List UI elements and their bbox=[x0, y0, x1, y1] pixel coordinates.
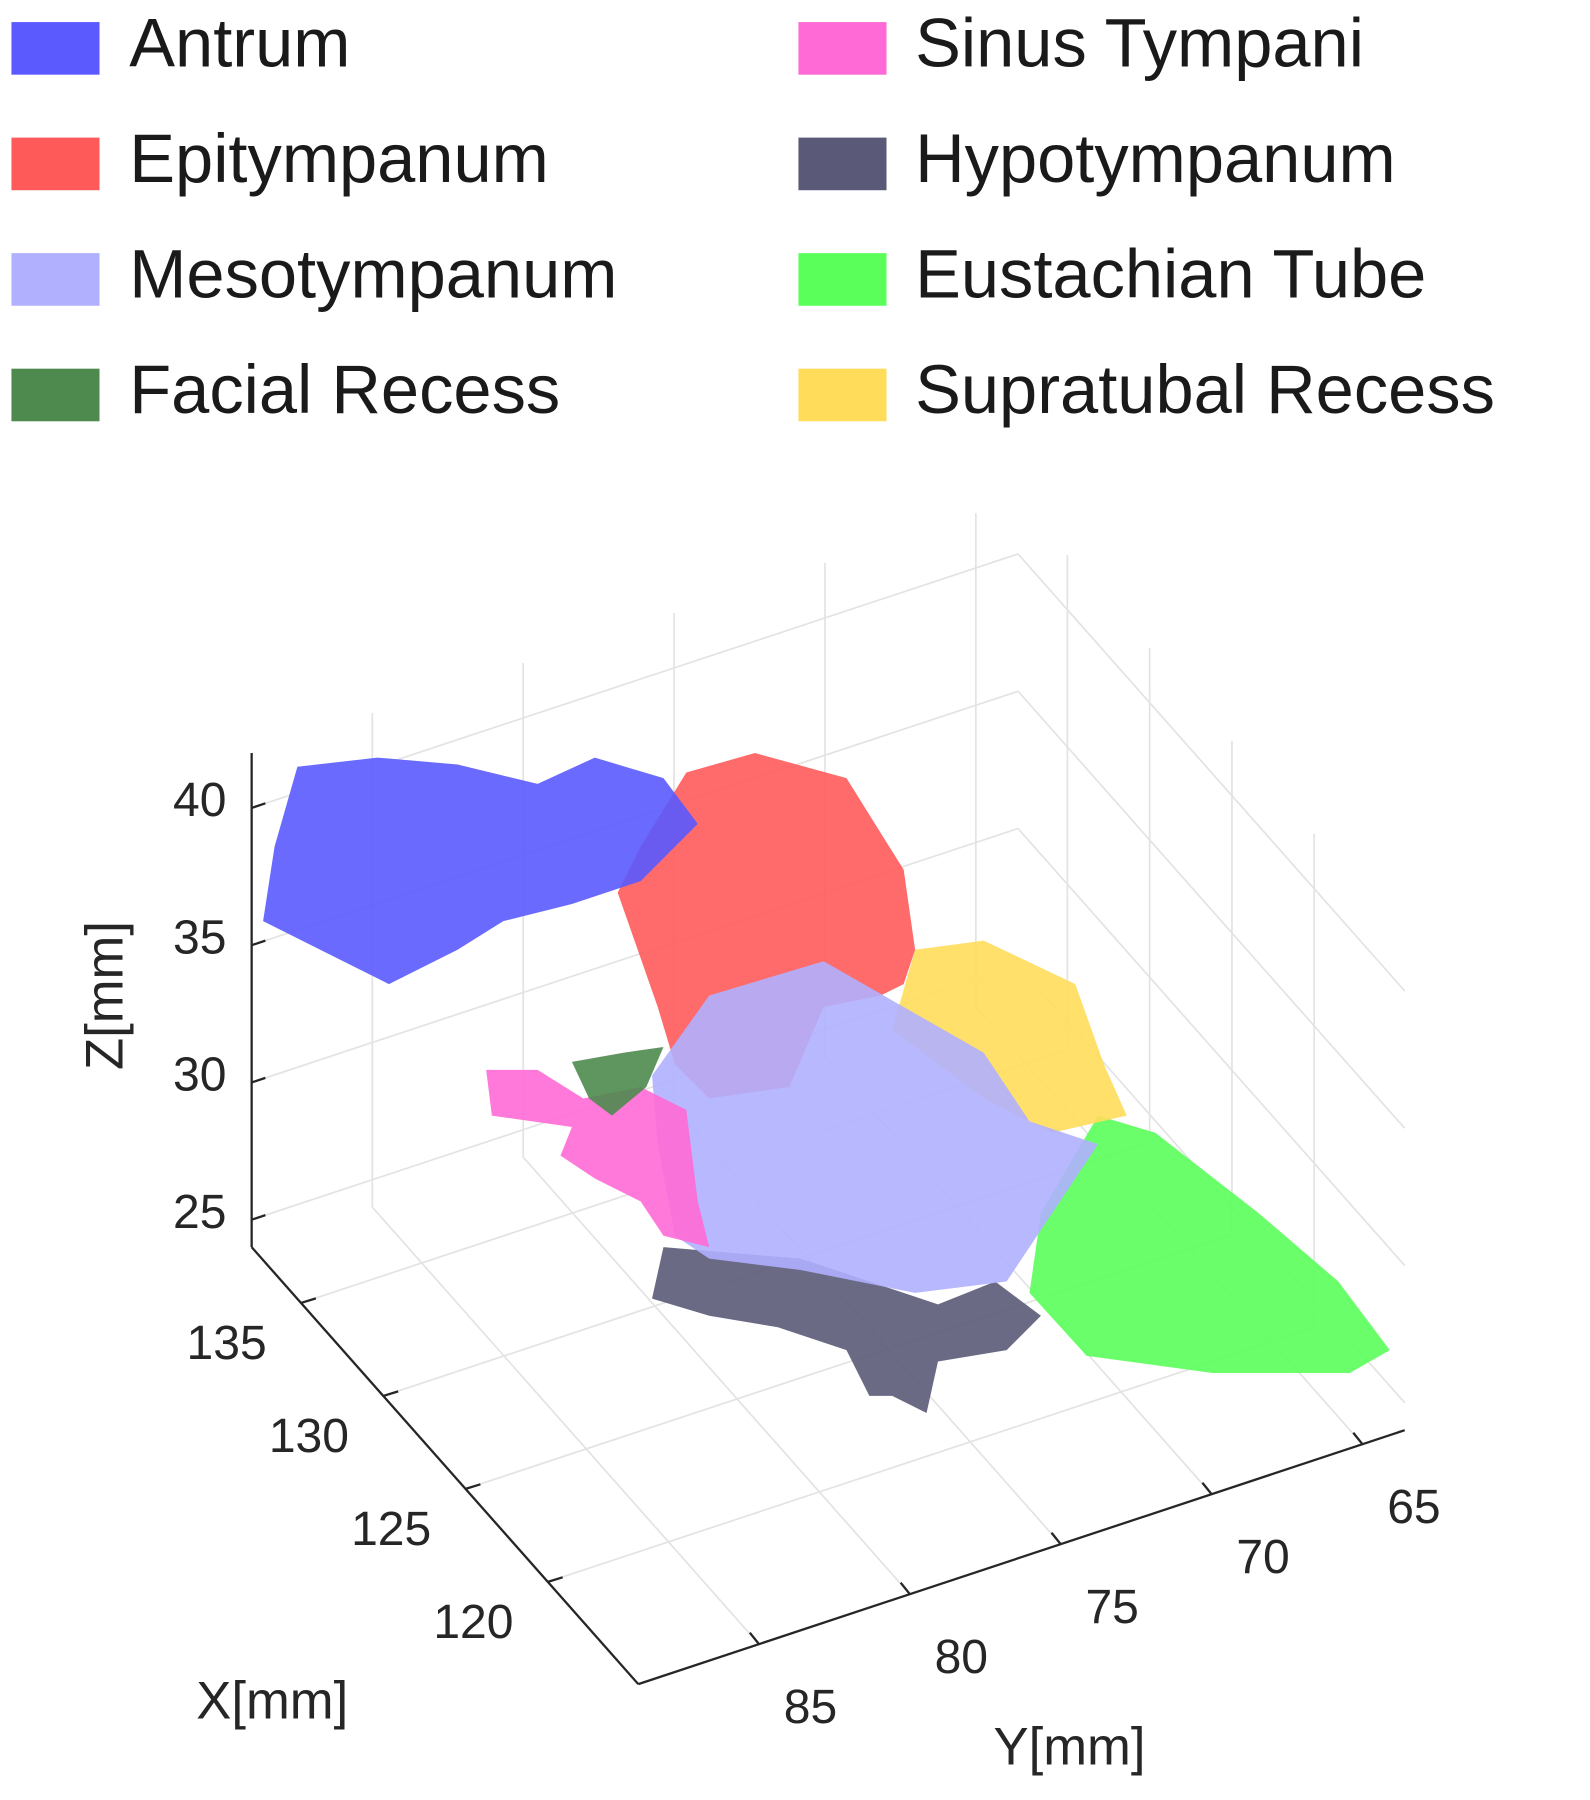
antrum-region bbox=[263, 757, 698, 985]
tick-mark bbox=[251, 1214, 266, 1221]
y-tick-label: 80 bbox=[935, 1631, 988, 1684]
facial-recess-region bbox=[571, 1046, 664, 1116]
legend-swatch bbox=[11, 137, 100, 191]
grid-line bbox=[371, 1206, 760, 1645]
tick-mark bbox=[1201, 1482, 1213, 1495]
legend-swatch bbox=[11, 22, 100, 75]
hypotympanum-region bbox=[652, 1247, 1041, 1414]
legend-swatch bbox=[11, 253, 100, 306]
tick-mark bbox=[382, 1390, 399, 1398]
z-axis-label: Z[mm] bbox=[76, 921, 135, 1070]
x-axis-line bbox=[250, 1246, 640, 1685]
epitympanum-region bbox=[617, 753, 916, 1099]
supratubal-recess-region bbox=[892, 940, 1127, 1133]
regions bbox=[263, 753, 1390, 1414]
grid-line bbox=[1017, 553, 1406, 992]
tick-mark bbox=[1050, 1532, 1062, 1545]
legend-swatch bbox=[11, 368, 100, 422]
y-tick-label: 75 bbox=[1085, 1581, 1138, 1634]
y-tick-label: 70 bbox=[1236, 1531, 1289, 1584]
legend: Antrum Epitympanum Mesotympanum Facial Rece… bbox=[11, 5, 1495, 428]
legend-label: Supratubal Recess bbox=[915, 351, 1495, 428]
z-tick-label: 30 bbox=[173, 1049, 226, 1102]
y-tick-label: 85 bbox=[784, 1681, 837, 1734]
legend-label: Epitympanum bbox=[129, 120, 549, 197]
y-axis-line bbox=[637, 1429, 1406, 1686]
tick-mark bbox=[748, 1631, 760, 1645]
grid-line bbox=[1017, 690, 1406, 1129]
legend-swatch bbox=[798, 253, 887, 306]
tick-mark bbox=[1352, 1432, 1364, 1445]
x-tick-label: 125 bbox=[351, 1503, 431, 1556]
y-tick-label: 65 bbox=[1387, 1481, 1440, 1534]
z-tick-label: 25 bbox=[173, 1186, 226, 1239]
tick-mark bbox=[465, 1483, 481, 1490]
legend-label: Eustachian Tube bbox=[915, 236, 1426, 313]
legend-swatch bbox=[798, 22, 887, 75]
x-tick-label: 135 bbox=[187, 1317, 267, 1370]
tick-mark bbox=[251, 802, 266, 810]
x-tick-label: 120 bbox=[433, 1596, 513, 1649]
legend-swatch bbox=[798, 368, 887, 422]
tick-mark bbox=[547, 1576, 564, 1583]
x-axis-label: X[mm] bbox=[196, 1672, 348, 1731]
mesotympanum-region bbox=[652, 961, 1099, 1293]
tick-mark bbox=[300, 1297, 317, 1305]
legend-label: Antrum bbox=[129, 5, 350, 82]
legend-label: Mesotympanum bbox=[129, 236, 617, 313]
grid-line bbox=[1017, 827, 1406, 1267]
x-tick-label: 130 bbox=[269, 1410, 349, 1463]
legend-label: Facial Recess bbox=[129, 351, 560, 428]
z-tick-label: 40 bbox=[173, 774, 226, 827]
tick-mark bbox=[251, 1076, 266, 1084]
legend-label: Sinus Tympani bbox=[915, 5, 1364, 82]
tick-mark bbox=[899, 1582, 911, 1595]
grid-line bbox=[522, 1156, 911, 1595]
tick-mark bbox=[251, 939, 266, 947]
legend-label: Hypotympanum bbox=[915, 120, 1396, 197]
sinus-tympani-region bbox=[486, 1069, 710, 1248]
z-tick-label: 35 bbox=[173, 911, 226, 964]
legend-swatch bbox=[798, 137, 887, 191]
grid-line bbox=[547, 1327, 1315, 1583]
eustachian-tube-region bbox=[1029, 1115, 1390, 1373]
y-axis-label: Y[mm] bbox=[994, 1717, 1146, 1776]
